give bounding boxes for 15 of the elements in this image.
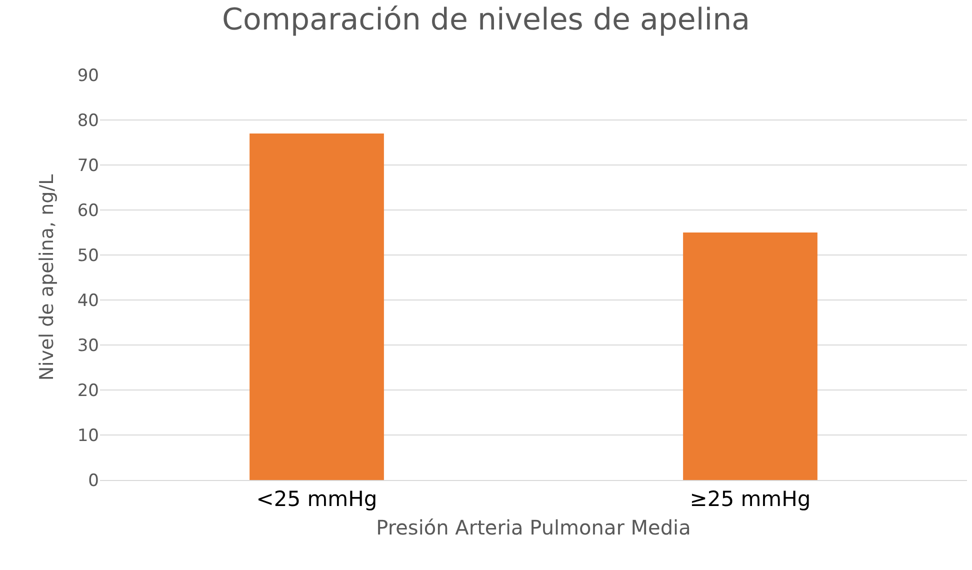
y-tick-label: 0	[88, 470, 99, 491]
y-tick-label: 60	[77, 200, 99, 221]
x-axis-title: Presión Arteria Pulmonar Media	[376, 516, 691, 540]
y-tick-label: 80	[77, 110, 99, 131]
y-tick-label: 50	[77, 246, 99, 266]
y-tick-label: 70	[77, 156, 99, 176]
y-tick-label: 30	[77, 336, 99, 356]
chart-title: Comparación de niveles de apelina	[222, 2, 750, 38]
y-tick-label: 90	[77, 66, 99, 86]
x-tick-label: ≥25 mmHg	[690, 487, 811, 512]
x-tick-label: <25 mmHg	[256, 487, 378, 512]
y-tick-label: 10	[77, 426, 99, 446]
y-tick-label: 20	[77, 380, 99, 401]
y-axis-title: Nivel de apelina, ng/L	[36, 174, 58, 381]
y-tick-label: 40	[77, 290, 99, 311]
